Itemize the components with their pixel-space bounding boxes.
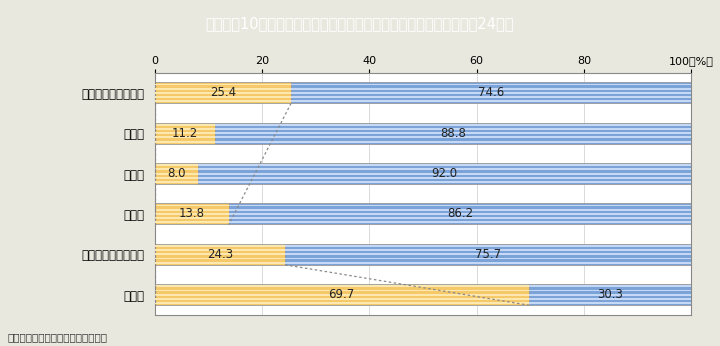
- Bar: [155, 302, 528, 304]
- Bar: [285, 257, 691, 260]
- Text: 74.6: 74.6: [478, 86, 504, 99]
- Bar: [528, 284, 691, 305]
- Bar: [155, 298, 528, 300]
- Bar: [198, 164, 691, 166]
- Bar: [155, 203, 229, 225]
- Text: 92.0: 92.0: [431, 167, 457, 180]
- Text: 11.2: 11.2: [171, 127, 198, 140]
- Text: 8.0: 8.0: [167, 167, 186, 180]
- Bar: [155, 245, 285, 247]
- Bar: [155, 204, 229, 207]
- Text: 24.3: 24.3: [207, 248, 233, 261]
- Bar: [155, 173, 198, 174]
- Text: （備考）文部科学省資料より作成。: （備考）文部科学省資料より作成。: [7, 333, 107, 343]
- Bar: [155, 163, 198, 184]
- Text: 69.7: 69.7: [328, 288, 355, 301]
- Bar: [155, 213, 229, 215]
- Text: 75.7: 75.7: [475, 248, 501, 261]
- Bar: [155, 88, 291, 90]
- Bar: [285, 245, 691, 247]
- Text: 25.4: 25.4: [210, 86, 236, 99]
- Bar: [155, 181, 198, 183]
- Bar: [285, 244, 691, 265]
- Bar: [155, 262, 285, 264]
- Bar: [155, 100, 291, 102]
- Bar: [155, 244, 285, 265]
- Bar: [155, 164, 198, 166]
- Bar: [155, 209, 229, 211]
- Text: 13.8: 13.8: [179, 208, 204, 220]
- Bar: [155, 177, 198, 179]
- Bar: [155, 169, 198, 170]
- Bar: [291, 92, 691, 94]
- Bar: [155, 123, 215, 144]
- Bar: [155, 83, 291, 85]
- Bar: [155, 253, 285, 255]
- Bar: [155, 284, 528, 305]
- Bar: [155, 128, 215, 130]
- Bar: [291, 100, 691, 102]
- Bar: [198, 181, 691, 183]
- Bar: [155, 92, 291, 94]
- Bar: [528, 290, 691, 291]
- Bar: [155, 132, 215, 134]
- Bar: [155, 285, 528, 287]
- Bar: [215, 132, 691, 134]
- Bar: [528, 285, 691, 287]
- Bar: [198, 177, 691, 179]
- Bar: [155, 221, 229, 223]
- Bar: [528, 302, 691, 304]
- Bar: [155, 290, 528, 291]
- Bar: [155, 294, 528, 295]
- Bar: [229, 209, 691, 211]
- Bar: [155, 136, 215, 138]
- Bar: [229, 204, 691, 207]
- Bar: [215, 141, 691, 143]
- Bar: [285, 262, 691, 264]
- Text: 30.3: 30.3: [597, 288, 623, 301]
- Bar: [528, 294, 691, 295]
- Bar: [291, 82, 691, 103]
- Bar: [215, 128, 691, 130]
- Text: Ｉ－６－10図　自然科学系研究者の採用における男女別割合（平成24年）: Ｉ－６－10図 自然科学系研究者の採用における男女別割合（平成24年）: [206, 16, 514, 31]
- Bar: [285, 253, 691, 255]
- Bar: [155, 96, 291, 98]
- Text: 88.8: 88.8: [440, 127, 466, 140]
- Bar: [155, 82, 291, 103]
- Bar: [215, 123, 691, 144]
- Bar: [198, 173, 691, 174]
- Bar: [229, 221, 691, 223]
- Bar: [198, 163, 691, 184]
- Bar: [155, 217, 229, 219]
- Bar: [215, 124, 691, 126]
- Bar: [528, 298, 691, 300]
- Bar: [285, 249, 691, 251]
- Bar: [215, 136, 691, 138]
- Bar: [291, 83, 691, 85]
- Bar: [155, 249, 285, 251]
- Bar: [155, 124, 215, 126]
- Bar: [291, 96, 691, 98]
- Text: 86.2: 86.2: [447, 208, 473, 220]
- Bar: [155, 257, 285, 260]
- Bar: [229, 203, 691, 225]
- Bar: [291, 88, 691, 90]
- Bar: [229, 213, 691, 215]
- Bar: [198, 169, 691, 170]
- Bar: [155, 141, 215, 143]
- Bar: [229, 217, 691, 219]
